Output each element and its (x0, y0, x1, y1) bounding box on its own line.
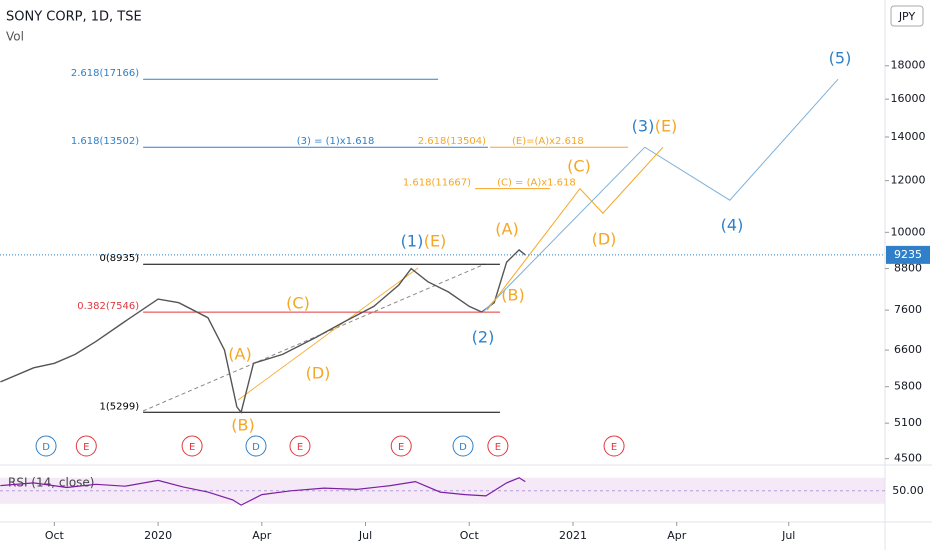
event-marker (245, 435, 267, 457)
wave-label: (B) (231, 416, 254, 435)
wave-label: (B) (501, 286, 524, 305)
x-tick-label: Apr (667, 529, 687, 542)
last-price-box (886, 245, 930, 264)
x-tick-label: Oct (45, 529, 65, 542)
chart-title: SONY CORP, 1D, TSE (6, 10, 142, 25)
wave-label: (C) (286, 294, 310, 313)
fib-note: (E)=(A)x2.618 (512, 136, 584, 147)
rsi-label: RSI (14, close) (8, 476, 94, 490)
fib-label: 1(5299) (100, 401, 140, 412)
wave-label: (D) (306, 364, 331, 383)
fib-label: 0.382(7546) (77, 301, 139, 312)
event-marker (35, 435, 57, 457)
x-tick-label: 2020 (144, 529, 172, 542)
wave-label: (5) (829, 49, 852, 68)
y-tick-label: 4500 (894, 452, 922, 465)
fib-label: 1.618(13502) (71, 136, 139, 147)
event-label: D (459, 442, 467, 453)
x-tick-label: Oct (460, 529, 480, 542)
fib-note: (C) = (A)x1.618 (497, 178, 576, 189)
y-tick-label: 10000 (891, 225, 926, 238)
event-label: E (297, 442, 303, 453)
y-tick-label: 5800 (894, 380, 922, 393)
fib-label: 2.618(13504) (418, 136, 486, 147)
event-label: E (611, 442, 617, 453)
fib-note: (3) = (1)x1.618 (297, 136, 375, 147)
wave-label: (A) (495, 220, 518, 239)
event-label: E (189, 442, 195, 453)
event-label: E (495, 442, 501, 453)
volume-label: Vol (6, 30, 24, 44)
y-tick-label: 5100 (894, 416, 922, 429)
y-tick-label: 7600 (894, 303, 922, 316)
price-line (0, 248, 526, 414)
fib-label: 0(8935) (100, 253, 140, 264)
y-tick-label: 8800 (894, 262, 922, 275)
y-tick-label: 14000 (891, 130, 926, 143)
y-tick-label: 6600 (894, 343, 922, 356)
event-marker (289, 435, 311, 457)
event-label: D (252, 442, 260, 453)
fib-label: 2.618(17166) (71, 68, 139, 79)
x-tick-label: Apr (252, 529, 272, 542)
event-marker (75, 435, 97, 457)
y-tick-label: 12000 (891, 174, 926, 187)
wave-label: (C) (567, 157, 591, 176)
wave-label: (A) (228, 345, 251, 364)
event-marker (181, 435, 203, 457)
wave-label: (2) (472, 328, 495, 347)
trend-line (142, 263, 486, 412)
wave-label: (3) (632, 117, 655, 136)
event-label: D (42, 442, 50, 453)
x-tick-label: Jul (781, 529, 795, 542)
wave-label: (4) (721, 216, 744, 235)
wave-label: (E) (655, 117, 678, 136)
price-line (486, 146, 664, 311)
wave-label: (1) (401, 232, 424, 251)
event-marker (487, 435, 509, 457)
currency-box[interactable] (890, 5, 924, 27)
event-label: E (83, 442, 89, 453)
event-marker (603, 435, 625, 457)
rsi-tick-label: 50.00 (892, 484, 924, 497)
event-label: E (398, 442, 404, 453)
x-tick-label: Jul (358, 529, 372, 542)
trend-line (237, 267, 419, 401)
y-tick-label: 16000 (891, 92, 926, 105)
fib-label: 1.618(11667) (403, 178, 471, 189)
rsi-line (0, 477, 526, 506)
y-tick-label: 18000 (891, 59, 926, 72)
currency[interactable]: JPY (898, 10, 916, 23)
last-price: 9235 (894, 248, 922, 261)
x-tick-label: 2021 (559, 529, 587, 542)
event-marker (390, 435, 412, 457)
wave-label: (D) (592, 230, 617, 249)
wave-label: (E) (424, 232, 447, 251)
price-line (482, 78, 839, 313)
event-marker (452, 435, 474, 457)
